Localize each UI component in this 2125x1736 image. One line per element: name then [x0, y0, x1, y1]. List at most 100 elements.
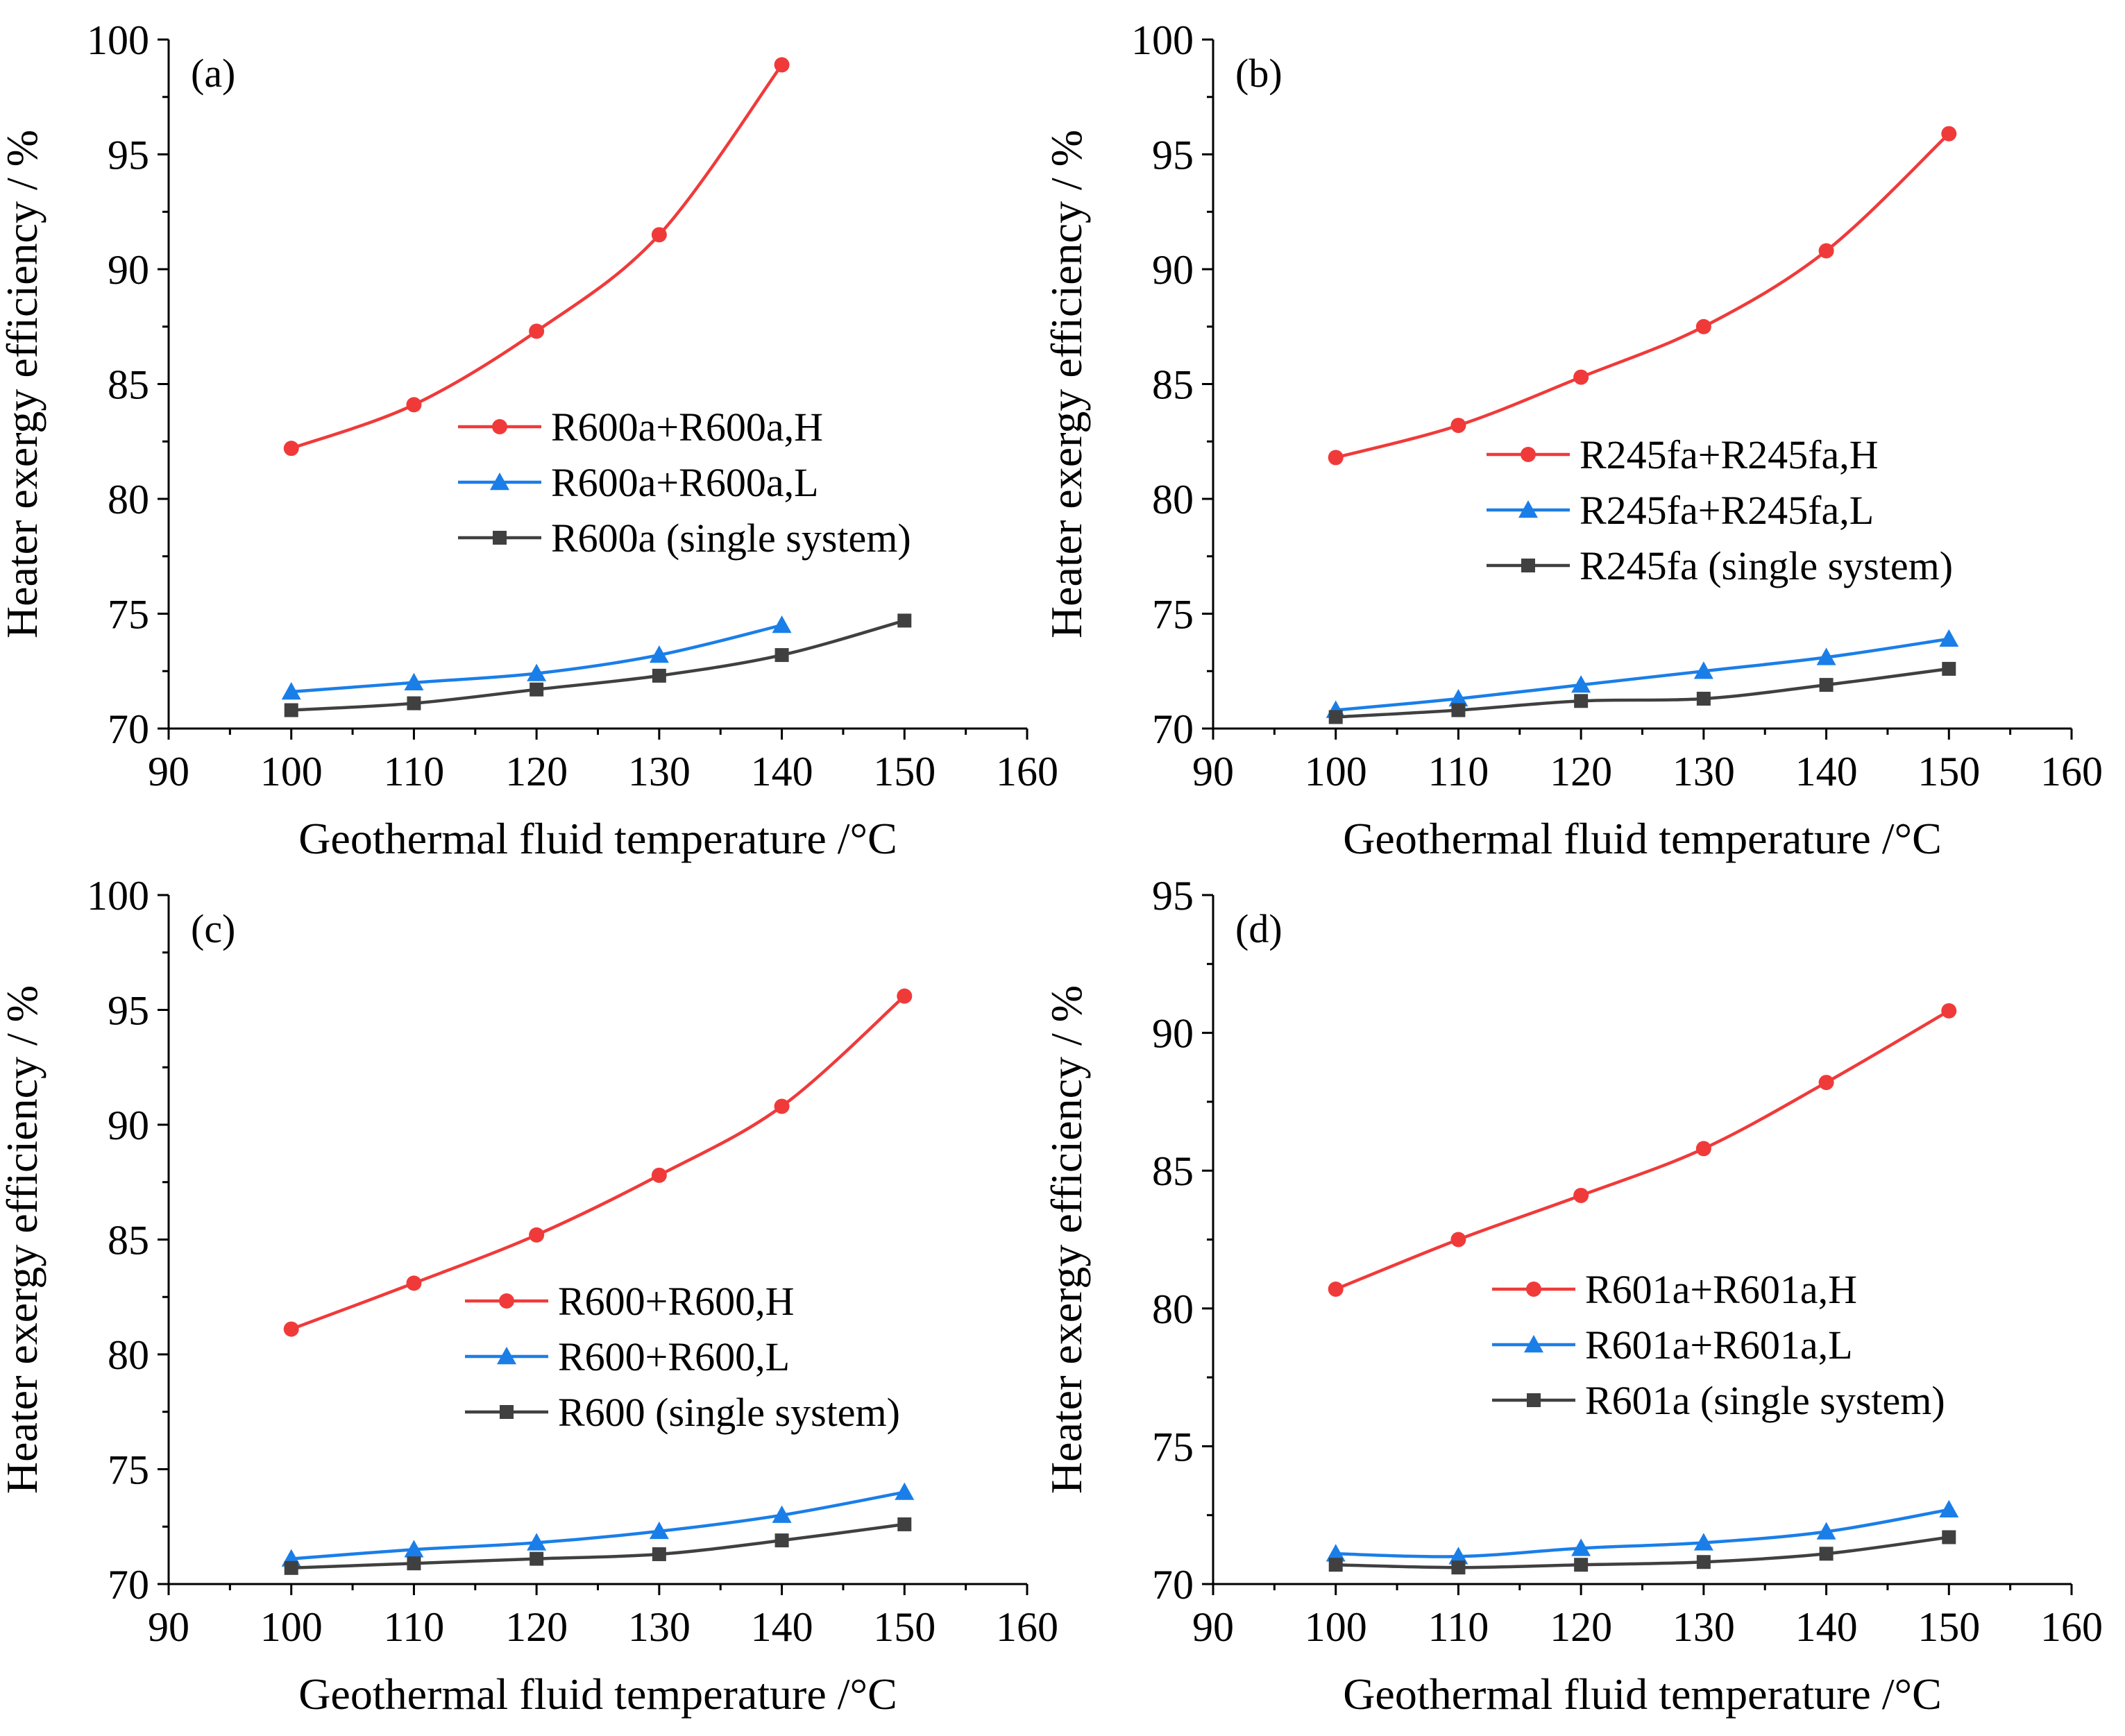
data-point — [897, 988, 913, 1004]
y-tick-label: 90 — [1152, 1011, 1194, 1057]
legend-label: R600a+R600a,L — [551, 460, 819, 505]
y-tick-label: 100 — [87, 17, 149, 63]
x-axis-title: Geothermal fluid temperature /°C — [298, 1669, 897, 1719]
y-tick-label: 90 — [1152, 247, 1194, 293]
data-point — [1571, 1538, 1591, 1556]
x-tick-label: 160 — [996, 749, 1058, 794]
data-point — [404, 1540, 424, 1558]
legend-entry: R245fa (single system) — [1487, 543, 1953, 588]
legend-entry: R600 (single system) — [465, 1390, 900, 1435]
x-tick-label: 120 — [1550, 749, 1612, 794]
data-point — [1816, 1522, 1836, 1540]
y-axis-title: Heater exergy efficiency / % — [1042, 130, 1091, 638]
series-line — [1335, 133, 1950, 459]
y-tick-label: 90 — [108, 247, 149, 293]
x-tick-label: 150 — [1917, 749, 1980, 794]
legend-marker — [500, 1405, 514, 1419]
x-tick-label: 150 — [873, 749, 935, 794]
panel-label: (a) — [191, 51, 235, 96]
legend-entry: R600+R600,L — [465, 1334, 790, 1379]
legend-label: R600+R600,L — [558, 1334, 790, 1379]
data-point — [652, 1547, 666, 1561]
y-tick-label: 100 — [1131, 17, 1194, 63]
data-point — [1695, 1141, 1711, 1157]
data-point — [1448, 1547, 1468, 1565]
chart-panel-3: 90 100 110 120 130 140 150 160 70 75 80 85 90 95 100 Ge… — [0, 873, 1058, 1719]
series-line — [290, 64, 784, 450]
data-point — [649, 1521, 669, 1540]
x-tick-label: 120 — [1550, 1604, 1612, 1650]
data-point — [1328, 1281, 1344, 1297]
legend-entry: R600a+R600a,L — [458, 460, 819, 505]
x-tick-label: 150 — [873, 1604, 935, 1650]
chart-panel-4: 90 100 110 120 130 140 150 160 70 75 80 85 90 95 Geoth… — [1042, 873, 2103, 1719]
data-point — [1571, 675, 1591, 693]
data-point — [649, 645, 669, 663]
y-tick-label: 95 — [108, 133, 149, 178]
data-point — [527, 1533, 547, 1551]
x-tick-label: 130 — [628, 1604, 691, 1650]
x-tick-label: 110 — [384, 1604, 445, 1650]
data-point — [897, 613, 912, 628]
data-point — [1819, 1547, 1834, 1561]
series-single — [1328, 1530, 1956, 1575]
series-H — [283, 57, 790, 457]
y-tick-label: 70 — [108, 706, 149, 752]
data-point — [1573, 369, 1589, 385]
data-point — [529, 323, 545, 339]
data-point — [1328, 1558, 1343, 1572]
data-point — [1448, 688, 1468, 707]
series-line — [290, 994, 906, 1331]
x-tick-label: 100 — [1305, 1604, 1367, 1650]
x-axis-title: Geothermal fluid temperature /°C — [1343, 814, 1942, 863]
data-point — [1816, 647, 1836, 665]
data-point — [404, 672, 424, 690]
legend-entry: R600+R600,H — [465, 1279, 794, 1324]
y-tick-label: 75 — [108, 592, 149, 638]
x-tick-label: 160 — [996, 1604, 1058, 1650]
series-L — [1326, 629, 1959, 718]
data-point — [1696, 1555, 1711, 1569]
x-axis-title: Geothermal fluid temperature /°C — [1343, 1669, 1942, 1719]
legend-marker — [492, 419, 507, 434]
data-point — [1693, 661, 1713, 679]
data-point — [530, 1551, 544, 1566]
legend-marker — [1524, 1335, 1543, 1353]
data-point — [529, 1227, 545, 1243]
y-axis-title: Heater exergy efficiency / % — [1042, 985, 1091, 1494]
x-tick-label: 110 — [1428, 1604, 1489, 1650]
series-line — [1335, 667, 1949, 719]
series-line — [1335, 1508, 1949, 1558]
legend-label: R601a+R601a,H — [1585, 1267, 1857, 1312]
series-single — [284, 613, 912, 717]
legend-entry: R600a+R600a,H — [458, 405, 823, 450]
panel-label: (c) — [191, 906, 235, 951]
data-point — [283, 441, 299, 457]
series-H — [1328, 1003, 1957, 1297]
data-point — [1328, 450, 1344, 466]
legend-label: R600+R600,H — [558, 1279, 794, 1324]
legend-marker — [1521, 559, 1535, 572]
y-tick-label: 80 — [108, 477, 149, 522]
series-line — [291, 623, 783, 694]
y-tick-label: 95 — [1152, 133, 1194, 178]
y-tick-label: 90 — [108, 1103, 149, 1148]
x-axis-title: Geothermal fluid temperature /°C — [298, 814, 897, 863]
data-point — [281, 682, 301, 700]
data-point — [1693, 1533, 1713, 1551]
legend-entry: R601a+R601a,L — [1492, 1322, 1853, 1368]
x-tick-label: 140 — [1795, 749, 1858, 794]
data-point — [406, 1275, 422, 1291]
y-tick-label: 85 — [108, 1218, 149, 1263]
data-point — [1573, 1187, 1589, 1203]
data-point — [774, 1098, 790, 1114]
series-L — [281, 1482, 915, 1567]
chart-panel-1: 90 100 110 120 130 140 150 160 70 75 80 85 90 95 100 Ge… — [0, 17, 1058, 863]
legend-label: R601a+R601a,L — [1585, 1322, 1853, 1368]
series-line — [291, 619, 905, 712]
data-point — [772, 615, 792, 633]
y-tick-label: 70 — [1152, 1562, 1194, 1608]
legend-entry: R245fa+R245fa,L — [1487, 488, 1874, 533]
x-tick-label: 90 — [148, 749, 189, 794]
